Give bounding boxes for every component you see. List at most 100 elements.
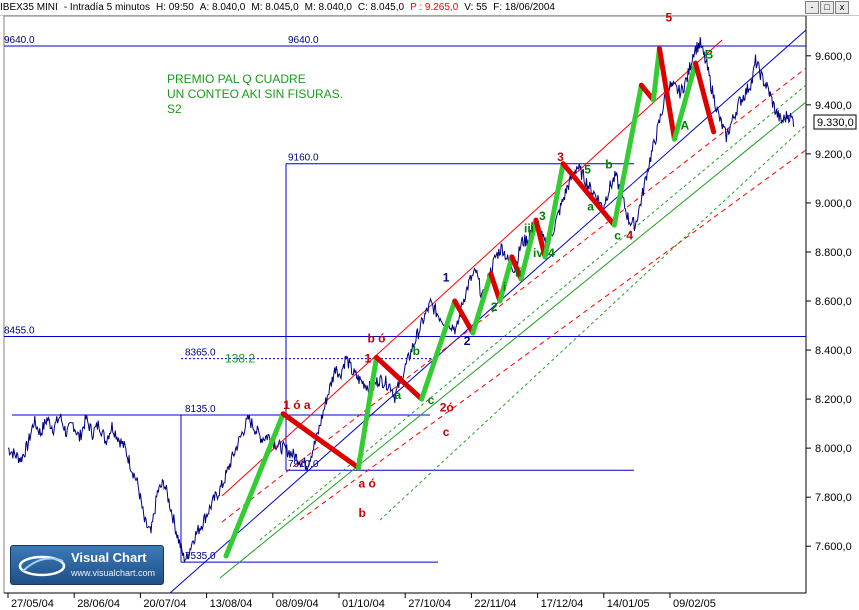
wave-label: c xyxy=(443,425,450,439)
impulse-wave-segment xyxy=(419,298,458,402)
x-tick-label: 27/10/04 xyxy=(408,598,451,610)
y-tick-label: 7.600,0 xyxy=(815,541,852,553)
y-tick-label: 9.200,0 xyxy=(815,149,852,161)
comment-line-1: PREMIO PAL Q CUADRE xyxy=(167,72,306,86)
impulse-wave-segment xyxy=(497,254,515,304)
correction-wave-segment xyxy=(280,411,361,471)
impulse-wave-segment xyxy=(671,60,699,142)
wave-label: c xyxy=(614,229,621,243)
y-tick-label: 8.600,0 xyxy=(815,296,852,308)
header-date: F: 18/06/2004 xyxy=(493,2,555,13)
wave-label: 5 xyxy=(665,10,672,24)
x-tick-label: 13/08/04 xyxy=(210,598,253,610)
logo-swoosh-icon xyxy=(18,555,66,577)
wave-label: a ó xyxy=(358,476,375,490)
wave-label: 4 xyxy=(548,246,555,260)
x-tick-label: 09/02/05 xyxy=(673,598,716,610)
wave-label: iii xyxy=(524,221,534,235)
impulse-wave-segment xyxy=(470,271,494,336)
wave-label: 4 xyxy=(626,229,633,243)
y-tick-label: 9.000,0 xyxy=(815,198,852,210)
wave-label: a xyxy=(587,199,594,213)
x-tick-label: 17/12/04 xyxy=(541,598,584,610)
header-max: M: 8.045,0 xyxy=(251,2,299,13)
level-label: 9160.0 xyxy=(288,153,319,164)
x-tick-label: 14/01/05 xyxy=(607,598,650,610)
level-label: 8135.0 xyxy=(185,404,216,415)
symbol-label: IBEX35 MINI xyxy=(0,2,58,13)
close-button[interactable]: x xyxy=(835,1,849,14)
wave-label: b xyxy=(413,344,420,358)
wave-label: 3 xyxy=(539,209,546,223)
impulse-wave-segment xyxy=(355,354,379,471)
wave-label: c xyxy=(428,393,435,407)
channel-line xyxy=(169,29,807,594)
wave-label: b xyxy=(605,158,612,172)
wave-label: iv xyxy=(533,246,543,260)
comment-line-3: S2 xyxy=(167,102,182,116)
channel-line xyxy=(299,149,807,521)
wave-label: B xyxy=(705,47,714,61)
level-label: 8365.0 xyxy=(185,348,216,359)
y-tick-label: 8.800,0 xyxy=(815,247,852,259)
wave-label: 5 xyxy=(584,163,591,177)
wave-label: i xyxy=(503,280,506,294)
comment-line-2: UN CONTEO AKI SIN FISURAS. xyxy=(167,87,344,101)
header-volume: V: 55 xyxy=(464,2,488,13)
interval-label: - Intradía 5 minutos xyxy=(63,2,150,13)
channel-line xyxy=(221,67,807,523)
x-tick-label: 08/09/04 xyxy=(276,598,319,610)
y-tick-label: 8.000,0 xyxy=(815,443,852,455)
level-label: 9640.0 xyxy=(4,35,35,46)
x-tick-label: 28/06/04 xyxy=(77,598,120,610)
wave-label: 3 xyxy=(557,150,564,164)
impulse-wave-segment xyxy=(542,161,566,260)
logo-url: www.visualchart.com xyxy=(71,568,156,578)
y-tick-label: 8.200,0 xyxy=(815,394,852,406)
header-bar: IBEX35 MINI - Intradía 5 minutos H: 09:50 A… xyxy=(0,0,859,16)
wave-label: a xyxy=(395,388,402,402)
header-close: C: 8.045,0 xyxy=(357,2,405,13)
channel-line xyxy=(259,84,807,541)
y-tick-label: 8.400,0 xyxy=(815,345,852,357)
correction-wave-segment xyxy=(374,354,425,402)
logo-title: Visual Chart xyxy=(71,550,147,565)
extension-label: 138.2 xyxy=(225,352,255,366)
correction-wave-segment xyxy=(533,217,548,260)
impulse-wave-segment xyxy=(611,82,644,228)
level-label: 7535.0 xyxy=(185,551,216,562)
minimize-button[interactable]: - xyxy=(805,1,819,14)
level-label: 7910.0 xyxy=(288,459,319,470)
correction-wave-segment xyxy=(693,60,717,135)
channel-line xyxy=(221,39,723,497)
correction-wave-segment xyxy=(560,161,617,228)
header-low: M: 8.040,0 xyxy=(304,2,352,13)
wave-label: A xyxy=(681,118,690,132)
header-high: H: 09:50 xyxy=(155,2,194,13)
comment-annotation: PREMIO PAL Q CUADRE UN CONTEO AKI SIN FI… xyxy=(167,72,343,117)
x-tick-label: 20/07/04 xyxy=(143,598,186,610)
impulse-wave-segment xyxy=(518,217,539,282)
channel-line xyxy=(219,101,807,579)
y-tick-label: 9.600,0 xyxy=(815,51,852,63)
header-avg: A: 8.040,0 xyxy=(199,2,246,13)
channel-line xyxy=(379,124,807,521)
maximize-button[interactable]: □ xyxy=(820,1,834,14)
y-tick-label: 7.800,0 xyxy=(815,492,852,504)
x-tick-label: 27/05/04 xyxy=(11,598,54,610)
x-tick-label: 01/10/04 xyxy=(342,598,385,610)
last-price-box xyxy=(813,114,857,130)
x-tick-label: 22/11/04 xyxy=(474,598,516,610)
wave-label: b ó xyxy=(367,332,385,346)
wave-label: 1 ó a xyxy=(283,398,311,412)
wave-label: 2ó xyxy=(440,400,454,414)
wave-label: 2 xyxy=(464,334,471,348)
last-price-label: 9.330,0 xyxy=(817,117,854,129)
level-label: 8455.0 xyxy=(4,326,35,337)
impulse-wave-segment xyxy=(223,411,286,559)
correction-wave-segment xyxy=(452,298,476,336)
wave-label: b xyxy=(358,506,365,520)
wave-label: 2 xyxy=(491,300,498,314)
